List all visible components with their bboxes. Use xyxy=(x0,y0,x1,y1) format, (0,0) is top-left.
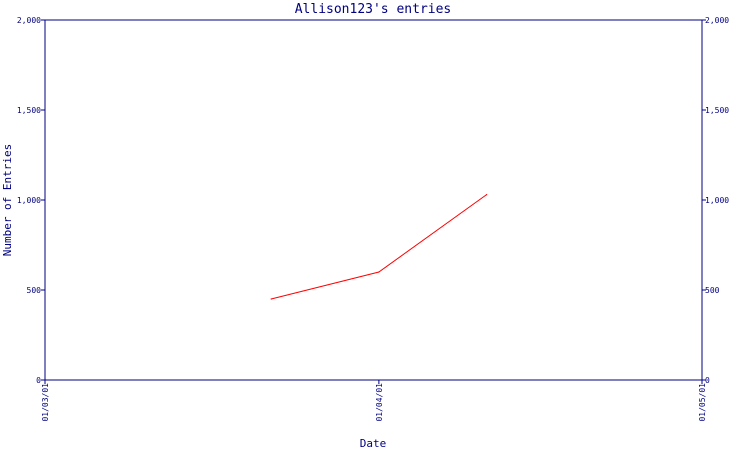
x-tick-label: 01/04/01 xyxy=(375,383,384,422)
y-axis-label: Number of Entries xyxy=(1,144,14,257)
y-tick-label-right: 2,000 xyxy=(705,16,729,25)
y-tick-label-right: 500 xyxy=(705,286,720,295)
y-tick-label-right: 0 xyxy=(705,376,710,385)
data-point xyxy=(485,194,488,196)
chart-title: Allison123's entries xyxy=(295,2,452,17)
data-point xyxy=(378,271,380,273)
y-tick-label-left: 500 xyxy=(27,286,42,295)
data-point xyxy=(270,298,272,300)
y-tick-label-right: 1,500 xyxy=(705,106,729,115)
x-axis-label: Date xyxy=(360,437,387,450)
y-tick-label-left: 0 xyxy=(36,376,41,385)
y-tick-label-left: 1,000 xyxy=(17,196,41,205)
series-layer xyxy=(270,194,488,300)
series-line xyxy=(271,194,487,300)
x-tick-label: 01/03/01 xyxy=(41,383,50,422)
left-y-axis: 0 500 1,000 1,500 2,000 xyxy=(17,16,45,385)
plot-area-frame xyxy=(44,19,703,381)
y-tick-label-left: 1,500 xyxy=(17,106,41,115)
x-axis: 01/03/01 01/04/01 01/05/01 xyxy=(41,380,707,422)
right-y-axis: 0 500 1,000 1,500 2,000 xyxy=(702,16,729,385)
y-tick-label-right: 1,000 xyxy=(705,196,729,205)
x-tick-label: 01/05/01 xyxy=(698,383,707,422)
y-tick-label-left: 2,000 xyxy=(17,16,41,25)
